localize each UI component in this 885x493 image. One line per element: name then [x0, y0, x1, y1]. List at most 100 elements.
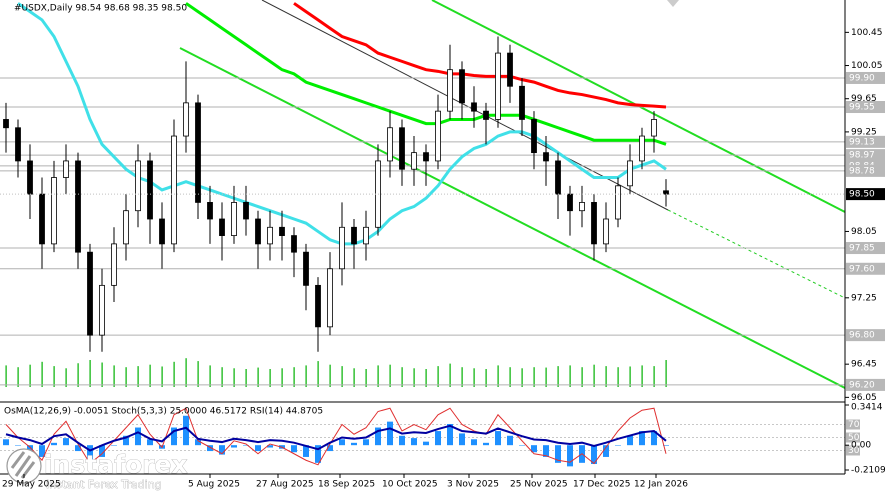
- x-tick-label: 12 Jan 2026: [634, 480, 688, 490]
- volume-bar: [509, 367, 511, 387]
- candle: [207, 185, 213, 244]
- osma-bar: [555, 445, 561, 463]
- candle-body: [543, 152, 549, 162]
- osma-bar: [111, 445, 117, 446]
- x-tick-label: 17 Dec 2025: [573, 480, 631, 490]
- candle: [195, 94, 201, 219]
- volume-bar: [617, 367, 619, 387]
- osma-bar: [531, 445, 537, 453]
- candle-body: [423, 152, 429, 162]
- x-tick-label: 29 May 2025: [2, 480, 61, 490]
- candle-body: [51, 177, 57, 245]
- candle: [459, 61, 465, 120]
- candle-body: [519, 85, 525, 120]
- candle: [87, 243, 93, 352]
- candle: [579, 185, 585, 228]
- candle-body: [363, 226, 369, 245]
- candle: [51, 160, 57, 253]
- candle-body: [411, 152, 417, 170]
- candle: [519, 77, 525, 137]
- osma-bar: [15, 445, 21, 446]
- volume-bar: [485, 369, 487, 387]
- level-label-box: [846, 149, 885, 162]
- candle-body: [567, 193, 573, 212]
- indicator-title: OsMA(12,26,9) -0.0051 Stoch(5,3,3) 25.00…: [4, 407, 323, 417]
- y2-tick-label: 70: [848, 420, 860, 430]
- y-tick-label: -0.2109: [851, 466, 885, 476]
- level-label-box: [846, 378, 885, 391]
- volume-bar: [245, 369, 247, 387]
- candle: [267, 210, 273, 261]
- candle: [255, 210, 261, 269]
- volume-bar: [389, 364, 391, 387]
- candle-body: [303, 251, 309, 286]
- osma-bar: [327, 445, 333, 452]
- candle-body: [591, 202, 597, 245]
- volume-bar: [581, 367, 583, 387]
- candle-body: [291, 235, 297, 253]
- chart-title: #USDX,Daily 98.54 98.68 98.35 98.50: [14, 4, 187, 14]
- volume-bar: [545, 367, 547, 387]
- level-label-box: [846, 262, 885, 275]
- volume-bar: [65, 368, 67, 387]
- price-label: 98.50: [849, 190, 875, 200]
- candle: [183, 61, 189, 153]
- level-label-box: [846, 101, 885, 114]
- candle: [495, 36, 501, 128]
- osma-bar: [411, 438, 417, 446]
- candle-body: [279, 226, 285, 236]
- osma-bar: [375, 427, 381, 446]
- osma-bar: [63, 438, 69, 446]
- volume-bar: [17, 367, 19, 387]
- candle-body: [627, 160, 633, 187]
- volume-bar: [353, 368, 355, 387]
- y-tick-label: 96.45: [851, 360, 877, 370]
- level-label-box: [846, 242, 885, 255]
- osma-bar: [567, 445, 573, 467]
- candle: [507, 44, 513, 103]
- candle-body: [435, 110, 441, 162]
- candle: [627, 144, 633, 195]
- osma-bar: [303, 445, 309, 457]
- osma-bar: [483, 442, 489, 446]
- candle-body: [603, 218, 609, 245]
- volume-bar: [365, 369, 367, 387]
- candle: [219, 202, 225, 261]
- candle: [615, 177, 621, 228]
- y-tick-label: 100.05: [851, 61, 883, 71]
- candle-body: [579, 202, 585, 212]
- osma-bar: [147, 439, 153, 446]
- candle: [543, 136, 549, 186]
- volume-bar: [533, 367, 535, 387]
- osma-bar: [171, 427, 177, 446]
- candle-body: [123, 210, 129, 245]
- osma-bar: [651, 431, 657, 446]
- candle-body: [447, 69, 453, 112]
- candle: [279, 210, 285, 261]
- osma-bar: [207, 445, 213, 452]
- candle: [99, 268, 105, 352]
- x-tick-label: 27 Aug 2025: [256, 480, 314, 490]
- watermark-brand: instaforex: [44, 450, 188, 479]
- y-tick-label: 99.25: [851, 127, 877, 137]
- osma-bar: [75, 445, 81, 452]
- osma-bar: [339, 439, 345, 446]
- volume-bar: [401, 367, 403, 387]
- candle: [435, 94, 441, 170]
- volume-bar: [113, 365, 115, 387]
- level-label: 96.80: [849, 331, 875, 341]
- candle: [447, 44, 453, 120]
- candle: [15, 119, 21, 178]
- osma-bar: [39, 445, 45, 457]
- shift-marker: [667, 0, 679, 7]
- x-tick-label: 10 Oct 2025: [382, 480, 438, 490]
- candle: [75, 152, 81, 269]
- candle-body: [171, 135, 177, 245]
- candle: [315, 277, 321, 352]
- volume-bar: [281, 368, 283, 387]
- osma-bar: [3, 439, 9, 446]
- osc-label-box: [846, 432, 860, 443]
- candle-body: [351, 226, 357, 245]
- trend-line-extension: [667, 209, 846, 299]
